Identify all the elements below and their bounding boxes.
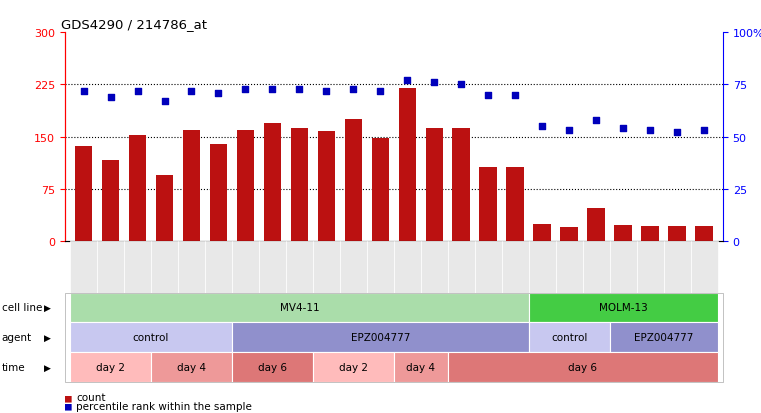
Point <box>671 130 683 136</box>
Point <box>347 86 359 93</box>
Bar <box>263 123 281 242</box>
Text: MOLM-13: MOLM-13 <box>599 303 648 313</box>
Bar <box>183 131 200 242</box>
Bar <box>399 89 416 242</box>
Text: control: control <box>551 332 587 342</box>
Point <box>617 126 629 132</box>
Text: day 6: day 6 <box>258 362 287 372</box>
Text: ■: ■ <box>65 392 72 402</box>
Point <box>644 128 656 134</box>
Text: MV4-11: MV4-11 <box>279 303 319 313</box>
Bar <box>587 209 605 242</box>
Bar <box>291 129 308 242</box>
Bar <box>156 176 174 242</box>
Bar <box>345 120 362 242</box>
Text: time: time <box>2 362 25 372</box>
Point <box>240 86 252 93</box>
Bar <box>75 146 92 242</box>
Point <box>374 88 387 95</box>
Point <box>509 93 521 99</box>
Text: day 4: day 4 <box>177 362 206 372</box>
Point <box>455 82 467 88</box>
Text: ▶: ▶ <box>43 363 51 372</box>
Bar <box>668 226 686 242</box>
Bar <box>507 167 524 242</box>
Point <box>212 90 224 97</box>
Text: count: count <box>76 392 106 402</box>
Text: day 4: day 4 <box>406 362 435 372</box>
Bar <box>317 132 335 242</box>
Text: GDS4290 / 214786_at: GDS4290 / 214786_at <box>62 17 208 31</box>
Bar <box>560 228 578 242</box>
Point <box>132 88 144 95</box>
Text: ▶: ▶ <box>43 333 51 342</box>
Text: cell line: cell line <box>2 303 42 313</box>
Bar <box>210 144 228 242</box>
Text: ▶: ▶ <box>43 303 51 312</box>
Text: day 2: day 2 <box>96 362 125 372</box>
Point <box>536 123 548 130</box>
Text: EPZ004777: EPZ004777 <box>634 332 693 342</box>
Point <box>293 86 305 93</box>
Bar <box>425 129 443 242</box>
Point <box>320 88 333 95</box>
Point <box>266 86 279 93</box>
Bar <box>371 139 389 242</box>
Text: percentile rank within the sample: percentile rank within the sample <box>76 401 252 411</box>
Bar <box>479 167 497 242</box>
Text: control: control <box>133 332 169 342</box>
Bar <box>614 225 632 242</box>
Point <box>482 93 495 99</box>
Text: agent: agent <box>2 332 32 342</box>
Text: day 6: day 6 <box>568 362 597 372</box>
Point <box>158 99 170 105</box>
Bar <box>129 136 146 242</box>
Point <box>401 78 413 84</box>
Point <box>698 128 710 134</box>
Bar <box>453 129 470 242</box>
Point <box>428 80 441 86</box>
Point <box>186 88 198 95</box>
Text: EPZ004777: EPZ004777 <box>351 332 410 342</box>
Point <box>104 95 116 101</box>
Bar <box>696 226 713 242</box>
Bar <box>533 224 551 242</box>
Point <box>563 128 575 134</box>
Bar <box>102 160 119 242</box>
Bar <box>642 226 659 242</box>
Bar <box>237 131 254 242</box>
Point <box>590 117 602 124</box>
Text: ■: ■ <box>65 401 72 411</box>
Point <box>78 88 90 95</box>
Text: day 2: day 2 <box>339 362 368 372</box>
